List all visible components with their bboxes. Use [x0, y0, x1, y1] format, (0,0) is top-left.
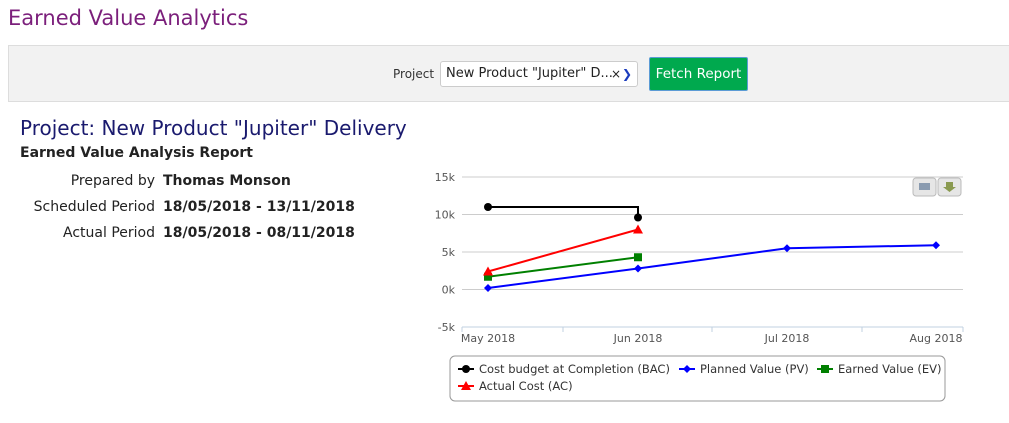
legend-item[interactable]: Cost budget at Completion (BAC) [458, 362, 670, 376]
x-tick-label: Jul 2018 [764, 332, 810, 345]
field-label: Actual Period [63, 225, 155, 241]
series-triangle [483, 224, 643, 276]
marker-diamond [634, 264, 642, 273]
marker-triangle [483, 266, 493, 276]
legend-label: Cost budget at Completion (BAC) [479, 362, 670, 376]
field-value: Thomas Monson [163, 173, 291, 189]
marker-circle [634, 213, 642, 222]
marker-square [821, 365, 829, 373]
marker-triangle [461, 381, 471, 390]
report-title: Project: New Product "Jupiter" Delivery [20, 116, 407, 140]
legend-item[interactable]: Planned Value (PV) [679, 362, 809, 376]
project-select[interactable]: New Product "Jupiter" D... × ❯ [440, 61, 638, 87]
download-icon [943, 182, 956, 192]
print-icon [919, 183, 930, 190]
y-tick-label: 10k [435, 209, 456, 222]
marker-diamond [683, 365, 691, 373]
field-label: Prepared by [70, 173, 155, 189]
series-line [487, 244, 937, 289]
series-square [484, 253, 642, 281]
legend-item[interactable]: Actual Cost (AC) [458, 379, 573, 393]
y-tick-label: -5k [438, 321, 456, 334]
project-select-value: New Product "Jupiter" D... [446, 66, 613, 81]
series-circle [484, 203, 642, 222]
legend-label: Earned Value (EV) [838, 362, 942, 376]
download-button[interactable] [937, 177, 962, 197]
y-tick-label: 0k [442, 284, 456, 297]
legend-item[interactable]: Earned Value (EV) [817, 362, 942, 376]
field-value: 18/05/2018 - 08/11/2018 [163, 225, 355, 241]
x-tick-label: Jun 2018 [613, 332, 663, 345]
series-line [487, 228, 639, 273]
marker-diamond [783, 244, 791, 253]
series-line [487, 256, 639, 278]
project-label: Project [393, 67, 435, 81]
marker-triangle [633, 224, 643, 234]
fetch-report-button[interactable]: Fetch Report [649, 57, 748, 91]
series-diamond [484, 241, 940, 292]
marker-square [484, 272, 492, 281]
y-tick-label: 15k [435, 171, 456, 184]
marker-diamond [484, 284, 492, 292]
field-label: Scheduled Period [33, 199, 155, 215]
marker-square [634, 253, 642, 262]
report-subtitle: Earned Value Analysis Report [20, 145, 253, 161]
series-line [488, 206, 639, 218]
x-tick-label: Aug 2018 [910, 332, 963, 345]
app-title: Earned Value Analytics [8, 6, 249, 30]
clear-icon[interactable]: × [611, 67, 622, 81]
legend-label: Actual Cost (AC) [479, 379, 573, 393]
field-value: 18/05/2018 - 13/11/2018 [163, 199, 355, 215]
chevron-down-icon[interactable]: ❯ [622, 67, 633, 81]
marker-circle [462, 365, 470, 373]
y-tick-label: 5k [442, 246, 456, 259]
print-button[interactable] [912, 177, 937, 197]
marker-circle [484, 203, 492, 211]
x-tick-label: May 2018 [461, 332, 515, 345]
legend-label: Planned Value (PV) [700, 362, 809, 376]
marker-diamond [932, 241, 940, 250]
